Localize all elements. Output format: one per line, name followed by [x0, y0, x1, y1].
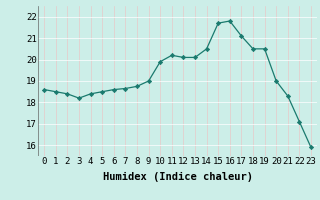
X-axis label: Humidex (Indice chaleur): Humidex (Indice chaleur): [103, 172, 252, 182]
